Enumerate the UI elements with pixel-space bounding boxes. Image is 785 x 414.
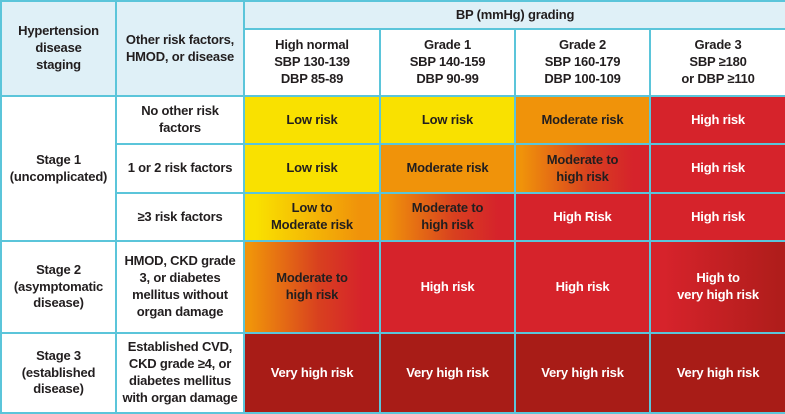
risk-cell: Moderate to high risk bbox=[243, 240, 381, 334]
risk-cell: Low risk bbox=[243, 95, 381, 145]
risk-cell: Moderate to high risk bbox=[514, 143, 651, 194]
bp-column-header-grade-1: Grade 1 SBP 140-159 DBP 90-99 bbox=[379, 28, 516, 97]
risk-cell: Very high risk bbox=[514, 332, 651, 414]
risk-cell: High risk bbox=[514, 240, 651, 334]
risk-cell: High risk bbox=[648, 143, 785, 194]
factors-cell-stage2: HMOD, CKD grade 3, or diabetes mellitus … bbox=[115, 240, 245, 334]
risk-cell: Low risk bbox=[379, 95, 516, 145]
risk-cell: Low to Moderate risk bbox=[243, 192, 381, 242]
risk-cell: Very high risk bbox=[243, 332, 381, 414]
risk-cell: High to very high risk bbox=[648, 240, 785, 334]
factors-cell-1-or-2: 1 or 2 risk factors bbox=[115, 143, 245, 194]
bp-column-header-grade-2: Grade 2 SBP 160-179 DBP 100-109 bbox=[514, 28, 651, 97]
risk-cell: High risk bbox=[648, 192, 785, 242]
stage-3-cell: Stage 3 (established disease) bbox=[0, 332, 117, 414]
risk-cell: High risk bbox=[648, 95, 785, 145]
risk-cell: Moderate risk bbox=[514, 95, 651, 145]
risk-cell: High Risk bbox=[514, 192, 651, 242]
risk-cell: Moderate to high risk bbox=[379, 192, 516, 242]
risk-factors-header-cell: Other risk factors, HMOD, or disease bbox=[115, 0, 245, 97]
factors-cell-stage3: Established CVD, CKD grade ≥4, or diabet… bbox=[115, 332, 245, 414]
stage-1-cell: Stage 1 (uncomplicated) bbox=[0, 95, 117, 242]
stage-2-cell: Stage 2 (asymptomatic disease) bbox=[0, 240, 117, 334]
bp-column-header-grade-3: Grade 3 SBP ≥180 or DBP ≥110 bbox=[648, 28, 785, 97]
risk-cell: Moderate risk bbox=[379, 143, 516, 194]
bp-column-header-high-normal: High normal SBP 130-139 DBP 85-89 bbox=[243, 28, 381, 97]
factors-cell-no-other: No other risk factors bbox=[115, 95, 245, 145]
factors-cell-3-plus: ≥3 risk factors bbox=[115, 192, 245, 242]
risk-cell: Very high risk bbox=[379, 332, 516, 414]
risk-cell: Low risk bbox=[243, 143, 381, 194]
risk-cell: Very high risk bbox=[648, 332, 785, 414]
risk-cell: High risk bbox=[379, 240, 516, 334]
staging-header-cell: Hypertension disease staging bbox=[0, 0, 117, 97]
bp-grading-header: BP (mmHg) grading bbox=[242, 0, 785, 30]
